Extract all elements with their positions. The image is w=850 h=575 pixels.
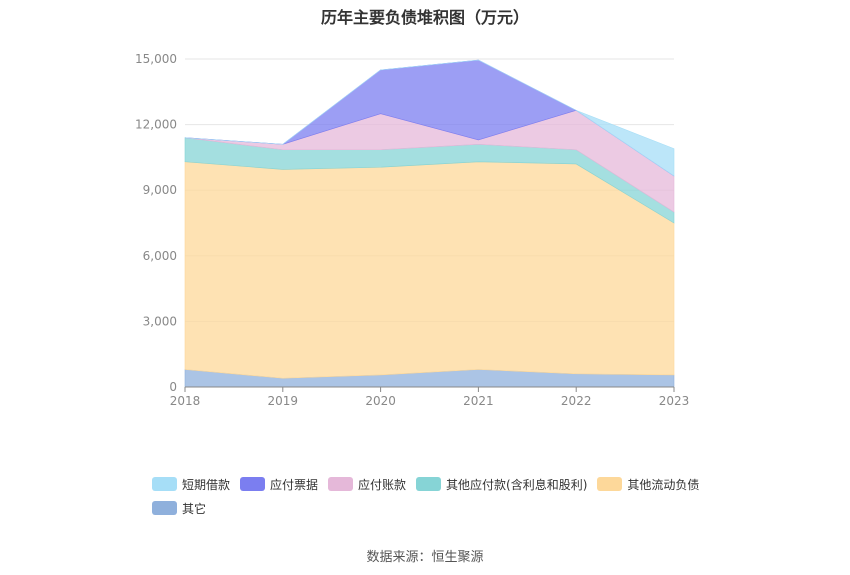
- area-series: [184, 161, 675, 379]
- legend-swatch: [240, 477, 266, 491]
- legend-label: 应付票据: [270, 477, 319, 492]
- legend-swatch: [328, 477, 354, 491]
- legend-item-other[interactable]: 其它: [152, 500, 206, 517]
- legend-label: 其它: [182, 501, 207, 516]
- y-tick-label: 9,000: [143, 183, 177, 197]
- y-tick-label: 0: [169, 380, 177, 394]
- y-tick-label: 6,000: [143, 249, 177, 263]
- y-tick-label: 12,000: [135, 118, 177, 132]
- stacked-area-chart: 0 3,000 6,000 9,000 12,000 15,000 2018 2019 2020…: [135, 52, 690, 408]
- chart-title: 历年主要负债堆积图（万元）: [320, 8, 529, 27]
- y-tick-label: 15,000: [135, 52, 177, 66]
- legend-item-notes-payable[interactable]: 应付票据: [240, 476, 318, 493]
- x-tick-label: 2022: [561, 394, 592, 408]
- legend-item-accounts-payable[interactable]: 应付账款: [328, 476, 406, 493]
- y-tick-label: 3,000: [143, 314, 177, 328]
- x-tick-label: 2019: [268, 394, 299, 408]
- legend-item-other-payables[interactable]: 其他应付款(含利息和股利): [416, 476, 587, 493]
- area-series: [184, 59, 675, 177]
- x-tick-label: 2021: [463, 394, 494, 408]
- legend-item-other-current-liabilities[interactable]: 其他流动负债: [597, 476, 699, 493]
- legend: 短期借款 应付票据 应付账款 其他应付款(含利息和股利) 其他流动负债 其它: [152, 472, 752, 520]
- x-tick-label: 2018: [170, 394, 201, 408]
- legend-label: 应付账款: [358, 477, 407, 492]
- legend-label: 短期借款: [182, 477, 231, 492]
- legend-label: 其他应付款(含利息和股利): [446, 477, 588, 492]
- x-tick-label: 2023: [659, 394, 690, 408]
- legend-swatch: [597, 477, 623, 491]
- legend-label: 其他流动负债: [627, 477, 700, 492]
- data-source-note: 数据来源：恒生聚源: [366, 550, 484, 565]
- legend-item-short-term-loans[interactable]: 短期借款: [152, 476, 230, 493]
- x-tick-label: 2020: [365, 394, 396, 408]
- legend-swatch: [152, 477, 177, 491]
- legend-swatch: [152, 501, 177, 515]
- legend-swatch: [416, 477, 442, 491]
